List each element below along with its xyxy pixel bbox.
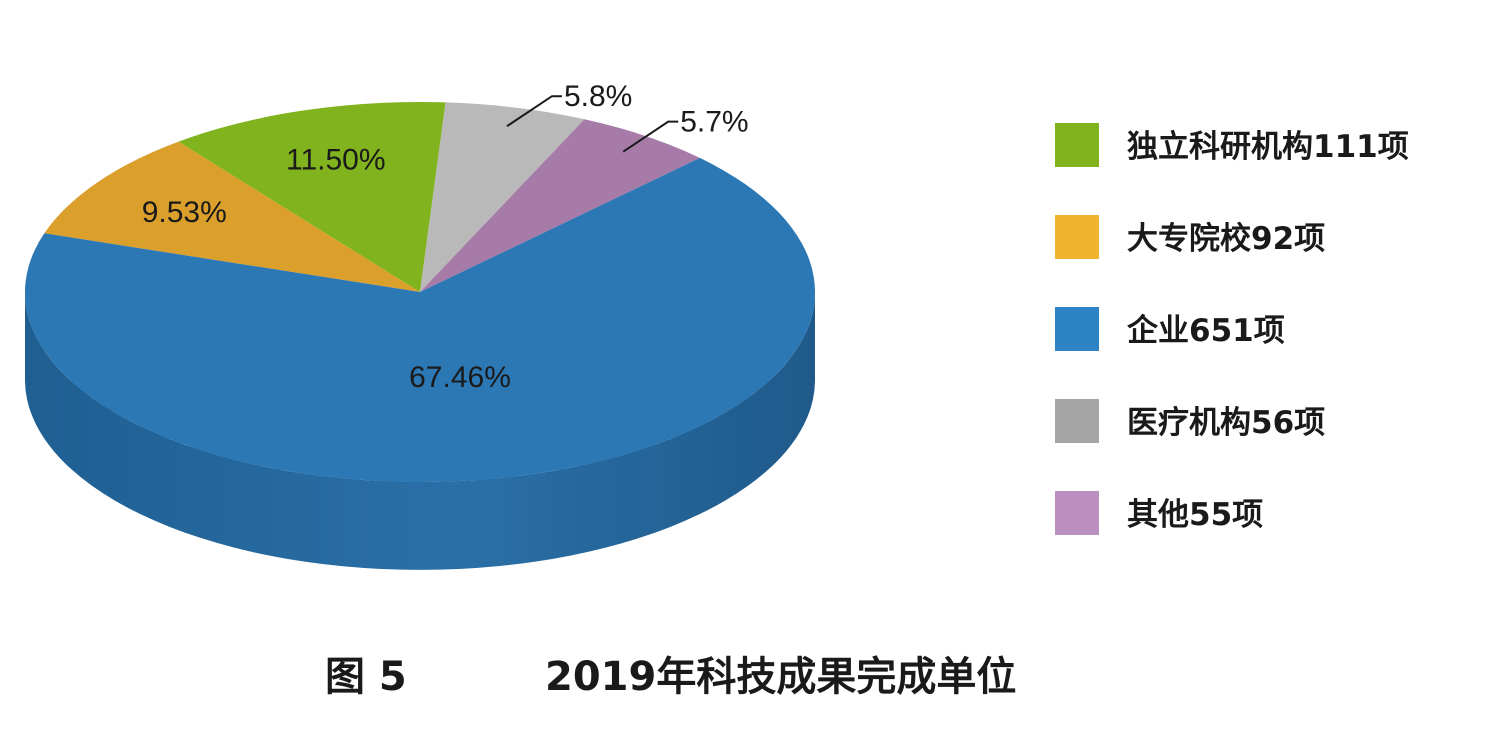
caption-figure-number: 图 5 (325, 654, 407, 700)
legend-swatch-1 (1055, 215, 1099, 259)
percent-label-1: 11.50% (286, 143, 386, 176)
legend-label-2: 企业651项 (1127, 313, 1285, 349)
legend-swatch-3 (1055, 399, 1099, 443)
leader-line-2 (506, 95, 562, 128)
leader-line-3 (622, 120, 679, 153)
pie-slice-3 (420, 119, 700, 292)
figure-caption: 图 5 2019年科技成果完成单位 (325, 654, 1016, 700)
legend-swatch-4 (1055, 491, 1099, 535)
percent-label-3: 5.7% (680, 106, 748, 139)
caption-title: 2019年科技成果完成单位 (545, 654, 1016, 700)
legend-label-4: 其他55项 (1127, 497, 1263, 533)
legend-label-3: 医疗机构56项 (1127, 405, 1325, 441)
pie-slice-0 (44, 141, 421, 292)
pie-percent-labels: 9.53% 11.50% 5.8% 5.7% 67.46% (142, 80, 749, 394)
percent-label-0: 9.53% (142, 196, 227, 229)
pie-slice-4 (25, 157, 816, 482)
legend-label-1: 大专院校92项 (1127, 221, 1325, 257)
pie-slices (25, 102, 816, 482)
pie-side-wall (25, 292, 815, 570)
pie-slice-2 (420, 102, 585, 292)
pie-side-wall-segment (25, 292, 815, 570)
pie-slice-1 (178, 102, 446, 292)
legend-label-0: 独立科研机构111项 (1127, 129, 1409, 165)
legend-swatch-2 (1055, 307, 1099, 351)
percent-label-4: 67.46% (409, 361, 511, 394)
legend-swatch-0 (1055, 123, 1099, 167)
percent-label-2: 5.8% (564, 80, 632, 113)
